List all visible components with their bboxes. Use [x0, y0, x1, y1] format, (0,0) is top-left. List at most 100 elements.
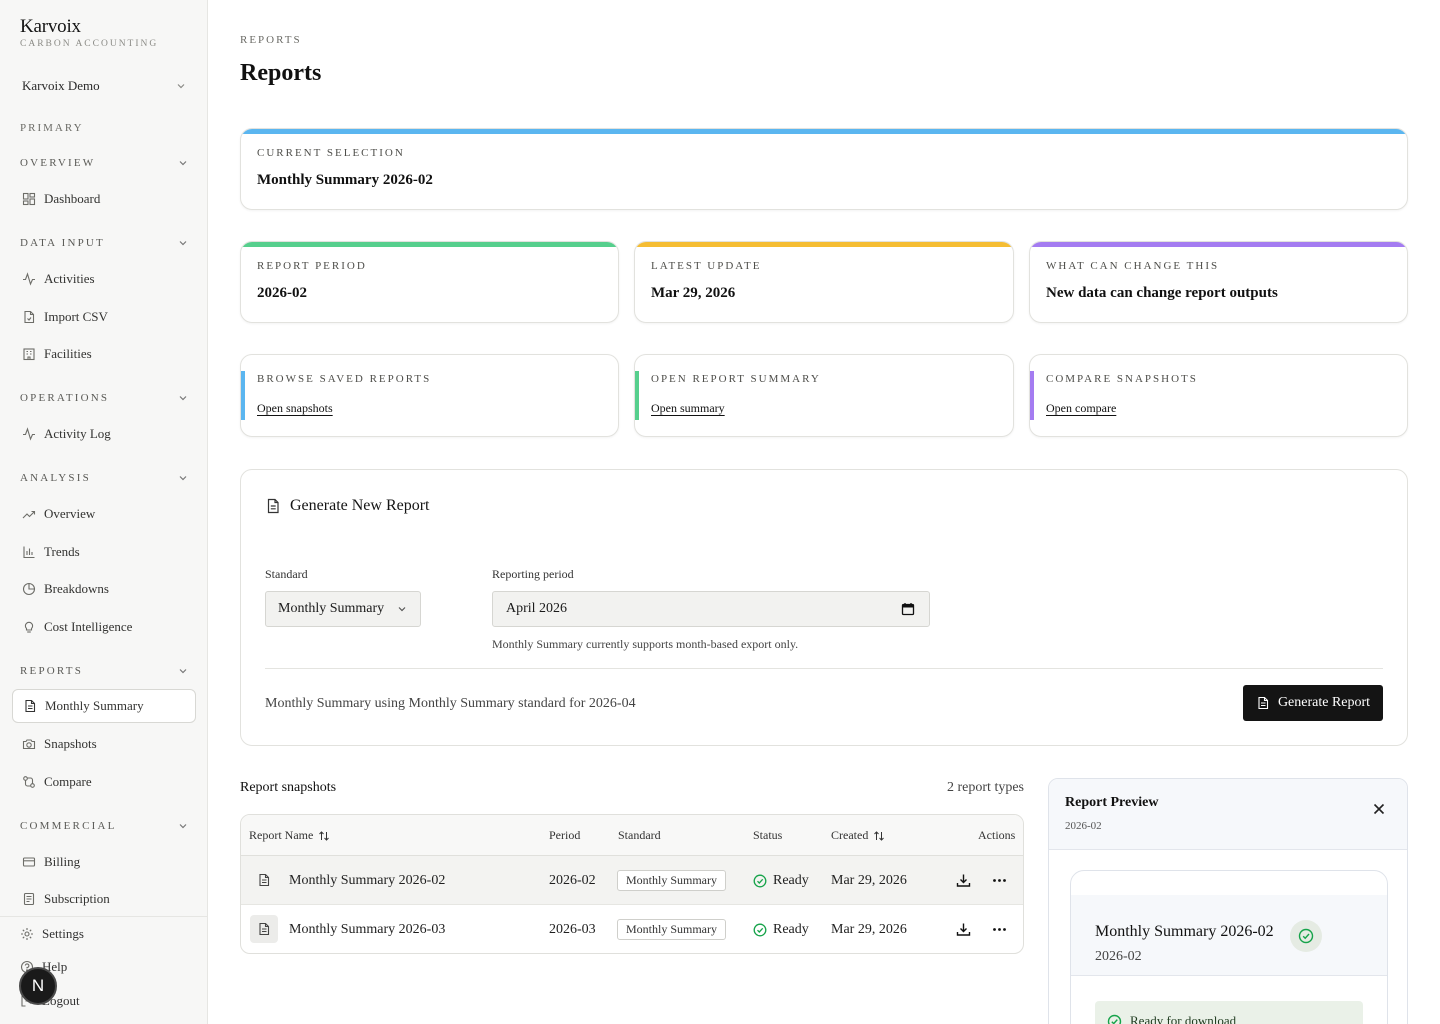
card-accent-bar — [241, 371, 245, 420]
open-snapshots-link[interactable]: Open snapshots — [257, 401, 333, 415]
reporting-period-value: April 2026 — [506, 601, 568, 616]
receipt-icon — [22, 892, 36, 906]
table-row[interactable]: Monthly Summary 2026-02 2026-02 Monthly … — [241, 856, 1023, 905]
file-text-icon — [23, 699, 37, 713]
file-text-icon — [250, 866, 278, 894]
download-button[interactable] — [951, 917, 975, 941]
sidebar-item-label: Breakdowns — [44, 581, 109, 596]
card-accent-bar — [635, 242, 1013, 247]
sidebar-group-analysis[interactable]: ANALYSIS — [20, 472, 188, 484]
sidebar-item-activities[interactable]: Activities — [12, 262, 196, 296]
standard-select-value: Monthly Summary — [278, 601, 385, 616]
standard-select[interactable]: Monthly Summary — [265, 591, 421, 627]
report-preview-panel: Report Preview 2026-02 Monthly Summary 2… — [1048, 778, 1408, 1024]
org-selector[interactable]: Karvoix Demo — [12, 74, 196, 98]
sidebar-item-label: Activity Log — [44, 426, 111, 441]
table-row[interactable]: Monthly Summary 2026-03 2026-03 Monthly … — [241, 905, 1023, 953]
file-text-icon — [265, 498, 281, 514]
sidebar-group-commercial[interactable]: COMMERCIAL — [20, 820, 188, 832]
latest-update-card: LATEST UPDATE Mar 29, 2026 — [634, 241, 1014, 323]
sidebar-item-snapshots[interactable]: Snapshots — [12, 727, 196, 761]
sidebar-item-billing[interactable]: Billing — [12, 845, 196, 879]
column-header-period: Period — [549, 828, 581, 842]
divider — [265, 668, 1383, 669]
sidebar-item-cost-intelligence[interactable]: Cost Intelligence — [12, 610, 196, 644]
card-accent-bar — [241, 129, 1407, 134]
activity-icon — [22, 427, 36, 441]
sidebar-item-monthly-summary[interactable]: Monthly Summary — [12, 689, 196, 723]
generate-report-title: Generate New Report — [265, 497, 430, 515]
sidebar-item-label: Activities — [44, 271, 95, 286]
sidebar-item-activity-log[interactable]: Activity Log — [12, 417, 196, 451]
grid-icon — [22, 192, 36, 206]
card-label: REPORT PERIOD — [257, 260, 367, 272]
sidebar-item-label: Billing — [44, 854, 81, 869]
chevron-down-icon — [178, 238, 188, 248]
calendar-icon[interactable] — [901, 602, 915, 616]
chevron-down-icon — [178, 473, 188, 483]
file-csv-icon — [22, 310, 36, 324]
gear-icon — [20, 927, 34, 941]
status-text: Ready — [773, 921, 809, 937]
column-header-report-name[interactable]: Report Name — [249, 828, 330, 843]
card-label: BROWSE SAVED REPORTS — [257, 373, 432, 385]
group-title: DATA INPUT — [20, 237, 105, 249]
org-selector-label: Karvoix Demo — [22, 78, 100, 93]
sidebar-item-dashboard[interactable]: Dashboard — [12, 182, 196, 216]
sidebar-group-operations[interactable]: OPERATIONS — [20, 392, 188, 404]
sidebar-group-data-input[interactable]: DATA INPUT — [20, 237, 188, 249]
more-actions-button[interactable] — [987, 917, 1011, 941]
snapshots-table: Report Name Period Standard Status Creat… — [240, 814, 1024, 954]
report-preview-card: Monthly Summary 2026-02 2026-02 Ready fo… — [1070, 870, 1388, 1024]
sidebar-group-overview[interactable]: OVERVIEW — [20, 157, 188, 169]
more-horizontal-icon — [992, 922, 1007, 937]
status-text: Ready — [773, 872, 809, 888]
column-header-label: Created — [831, 828, 869, 842]
generate-report-button[interactable]: Generate Report — [1243, 685, 1383, 721]
more-actions-button[interactable] — [987, 868, 1011, 892]
sidebar-item-breakdowns[interactable]: Breakdowns — [12, 572, 196, 606]
bar-chart-icon — [22, 545, 36, 559]
camera-icon — [22, 737, 36, 751]
sidebar-item-overview[interactable]: Overview — [12, 497, 196, 531]
sidebar-item-settings[interactable]: Settings — [20, 926, 84, 942]
sidebar-group-reports[interactable]: REPORTS — [20, 665, 188, 677]
sidebar-item-label: Snapshots — [44, 736, 97, 751]
column-header-created[interactable]: Created — [831, 828, 885, 843]
sidebar-item-label: Import CSV — [44, 309, 108, 324]
sidebar-item-facilities[interactable]: Facilities — [12, 337, 196, 371]
column-header-actions: Actions — [978, 828, 1016, 842]
close-preview-button[interactable] — [1371, 801, 1387, 817]
column-header-status: Status — [753, 828, 783, 842]
compare-icon — [22, 775, 36, 789]
sidebar-item-subscription[interactable]: Subscription — [12, 882, 196, 916]
cell-report-name: Monthly Summary 2026-02 — [289, 872, 446, 888]
card-label: LATEST UPDATE — [651, 260, 762, 272]
open-summary-link[interactable]: Open summary — [651, 401, 725, 415]
card-label: CURRENT SELECTION — [257, 147, 405, 159]
cell-created: Mar 29, 2026 — [831, 921, 907, 937]
open-compare-link[interactable]: Open compare — [1046, 401, 1117, 415]
generate-report-button-label: Generate Report — [1277, 695, 1371, 710]
sidebar-section-primary: PRIMARY — [20, 122, 84, 134]
what-can-change-card: WHAT CAN CHANGE THIS New data can change… — [1029, 241, 1408, 323]
sidebar-item-trends[interactable]: Trends — [12, 535, 196, 569]
cell-standard: Monthly Summary — [617, 905, 727, 953]
assistant-fab-button[interactable]: N — [19, 967, 57, 1005]
current-selection-card: CURRENT SELECTION Monthly Summary 2026-0… — [240, 128, 1408, 210]
report-preview-title: Report Preview — [1065, 795, 1159, 810]
sidebar-footer — [0, 916, 207, 917]
table-header: Report Name Period Standard Status Creat… — [241, 815, 1023, 856]
pie-chart-icon — [22, 582, 36, 596]
sidebar-item-compare[interactable]: Compare — [12, 765, 196, 799]
reporting-period-label: Reporting period — [492, 567, 574, 581]
card-accent-bar — [635, 371, 639, 420]
chevron-down-icon — [178, 393, 188, 403]
sidebar-item-import-csv[interactable]: Import CSV — [12, 300, 196, 334]
preview-report-period: 2026-02 — [1095, 949, 1142, 964]
sidebar-item-label: Subscription — [44, 891, 110, 906]
card-value: New data can change report outputs — [1046, 285, 1278, 301]
download-button[interactable] — [951, 868, 975, 892]
reporting-period-input[interactable]: April 2026 — [492, 591, 930, 627]
credit-card-icon — [22, 855, 36, 869]
